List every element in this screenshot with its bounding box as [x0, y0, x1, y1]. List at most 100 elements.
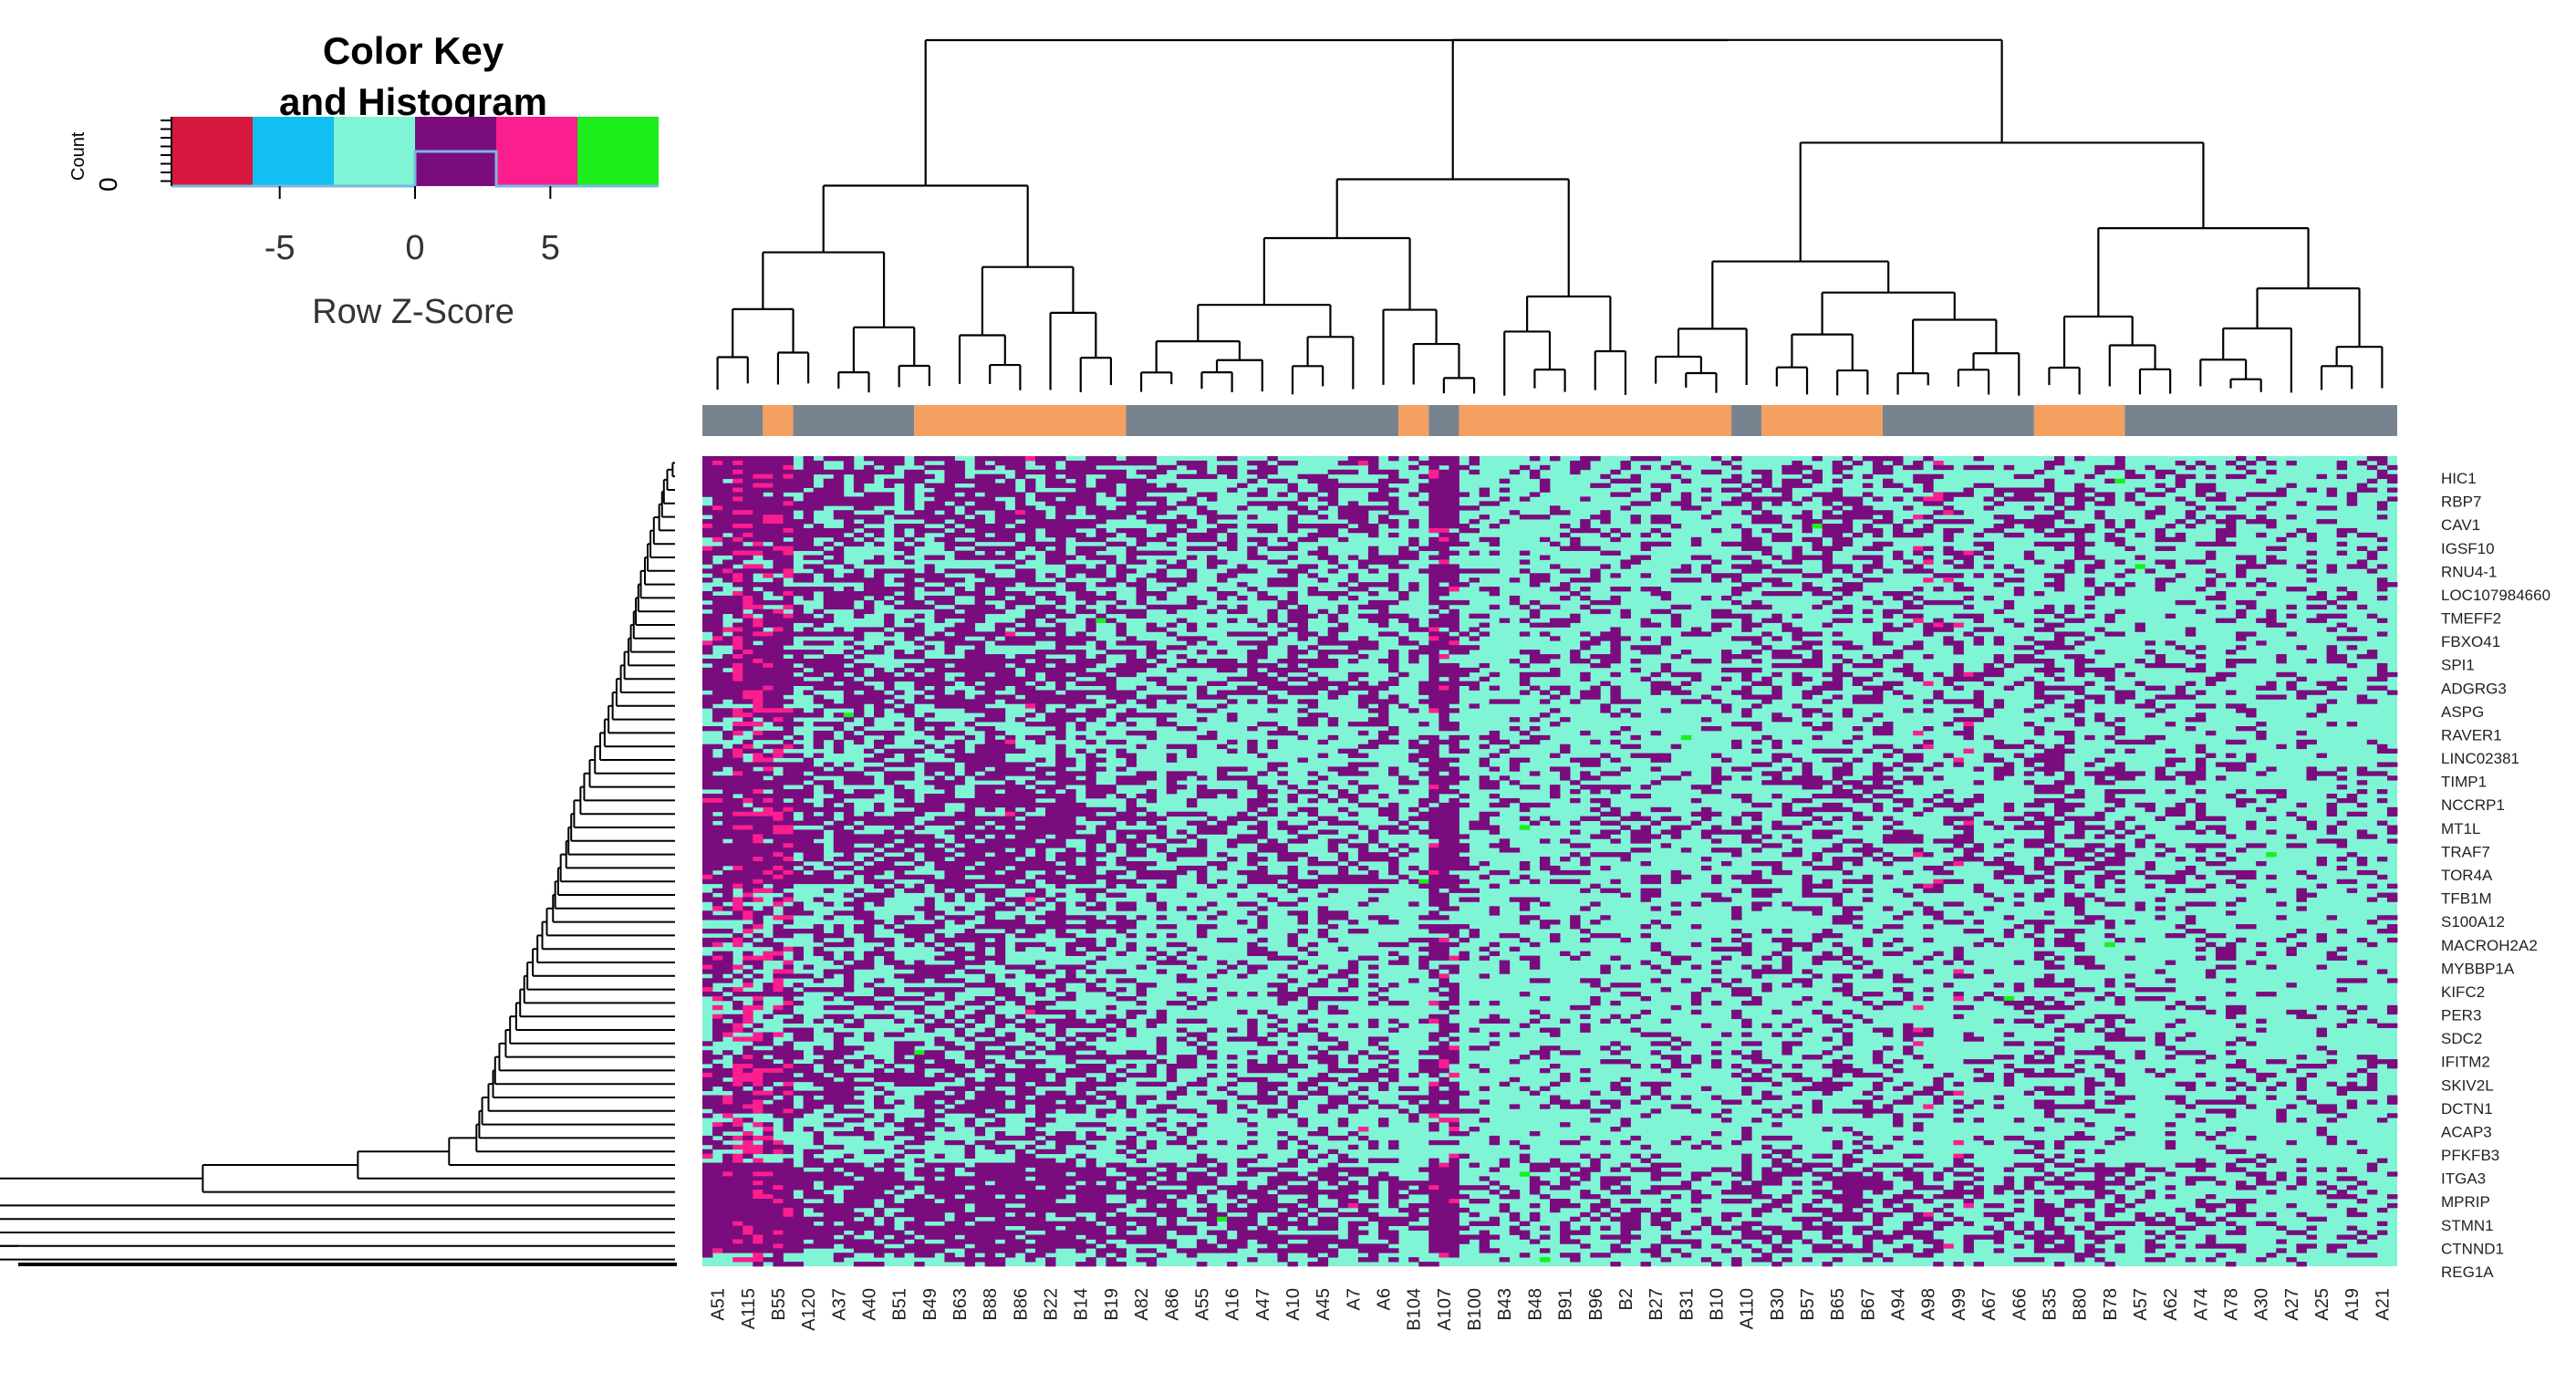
heatmap-cell	[1287, 1234, 1298, 1240]
heatmap-cell	[1196, 865, 1208, 885]
heatmap-cell	[1317, 505, 1329, 511]
heatmap-cell	[1771, 861, 1782, 876]
heatmap-cell	[934, 794, 945, 813]
heatmap-cell	[924, 897, 935, 920]
heatmap-cell	[1116, 1262, 1127, 1267]
heatmap-cell	[954, 622, 965, 646]
heatmap-cell	[1751, 739, 1762, 745]
heatmap-cell	[1560, 582, 1571, 592]
heatmap-cell	[1489, 550, 1501, 556]
heatmap-cell	[763, 1139, 774, 1155]
heatmap-cell	[732, 555, 743, 565]
heatmap-cell	[1357, 613, 1369, 619]
heatmap-cell	[773, 608, 784, 615]
heatmap-cell	[1065, 879, 1076, 885]
heatmap-cell	[1004, 667, 1016, 686]
heatmap-cell	[1610, 888, 1621, 893]
heatmap-cell	[1822, 748, 1833, 754]
heatmap-cell	[1731, 794, 1742, 799]
heatmap-cell	[1640, 501, 1651, 506]
heatmap-cell	[1307, 1225, 1319, 1231]
heatmap-cell	[1277, 1171, 1288, 1186]
heatmap-cell	[1347, 978, 1359, 988]
heatmap-cell	[1439, 1253, 1449, 1258]
heatmap-cell	[1680, 492, 1692, 511]
heatmap-cell	[1610, 550, 1621, 556]
heatmap-cell	[1055, 865, 1066, 871]
heatmap-cell	[1710, 789, 1722, 795]
heatmap-cell	[1509, 1032, 1521, 1037]
heatmap-cell	[1257, 1153, 1268, 1159]
heatmap-cell	[1771, 577, 1782, 588]
heatmap-cell	[934, 1225, 945, 1240]
heatmap-cell	[874, 527, 885, 538]
heatmap-cell	[1700, 1086, 1712, 1091]
heatmap-cell	[1116, 622, 1127, 637]
heatmap-cell	[1650, 806, 1662, 813]
heatmap-cell	[1570, 460, 1581, 475]
heatmap-cell	[1096, 1122, 1106, 1128]
heatmap-cell	[1096, 1248, 1106, 1258]
heatmap-cell	[1428, 1045, 1439, 1055]
heatmap-cell	[1600, 1234, 1611, 1240]
heatmap-cell	[1004, 564, 1016, 569]
heatmap-cell	[1217, 789, 1228, 795]
heatmap-cell	[1136, 456, 1148, 466]
heatmap-cell	[1116, 1176, 1127, 1181]
heatmap-cell	[1146, 536, 1158, 543]
heatmap-cell	[964, 797, 976, 835]
heatmap-cell	[1065, 757, 1076, 767]
heatmap-cell	[1459, 1108, 1470, 1114]
heatmap-cell	[1560, 838, 1571, 844]
heatmap-cell	[1116, 901, 1127, 911]
heatmap-cell	[823, 722, 835, 727]
heatmap-cell	[1307, 1144, 1319, 1150]
heatmap-cell	[1166, 483, 1178, 493]
heatmap-cell	[1136, 515, 1148, 520]
heatmap-cell	[1428, 789, 1439, 804]
heatmap-cell	[894, 834, 905, 839]
heatmap-cell	[1227, 487, 1238, 493]
heatmap-cell	[1146, 1081, 1158, 1087]
heatmap-cell	[1267, 1176, 1278, 1191]
heatmap-cell	[1519, 785, 1531, 790]
heatmap-cell	[843, 964, 855, 993]
heatmap-cell	[1126, 829, 1137, 835]
heatmap-cell	[783, 1262, 794, 1267]
heatmap-cell	[712, 794, 723, 799]
heatmap-cell	[1014, 964, 1026, 970]
heatmap-cell	[1176, 1000, 1188, 1006]
heatmap-cell	[1257, 460, 1268, 480]
heatmap-cell	[1761, 888, 1772, 898]
heatmap-cell	[753, 1234, 763, 1244]
heatmap-cell	[1580, 1135, 1591, 1141]
heatmap-cell	[1640, 618, 1651, 628]
heatmap-cell	[1670, 1139, 1682, 1146]
heatmap-cell	[1439, 1090, 1449, 1100]
heatmap-cell	[743, 555, 753, 560]
heatmap-cell	[803, 492, 815, 525]
heatmap-cell	[924, 941, 935, 948]
heatmap-cell	[1670, 825, 1682, 839]
heatmap-cell	[1085, 456, 1096, 475]
heatmap-cell	[1075, 1153, 1086, 1159]
heatmap-cell	[954, 1176, 965, 1195]
heatmap-cell	[1217, 464, 1228, 475]
heatmap-cell	[743, 1131, 753, 1137]
heatmap-cell	[1570, 568, 1581, 574]
heatmap-cell	[1317, 1257, 1329, 1267]
heatmap-cell	[1116, 608, 1127, 615]
heatmap-cell	[944, 532, 955, 551]
heatmap-cell	[1337, 1153, 1349, 1163]
heatmap-cell	[1024, 924, 1036, 939]
heatmap-cell	[1580, 1243, 1591, 1249]
heatmap-cell	[1297, 987, 1308, 997]
heatmap-cell	[1196, 1216, 1208, 1222]
heatmap-cell	[843, 996, 855, 1002]
heatmap-cell	[1156, 532, 1168, 543]
heatmap-cell	[1479, 1099, 1491, 1105]
heatmap-cell	[1257, 1248, 1268, 1253]
heatmap-cell	[994, 555, 1006, 560]
heatmap-cell	[833, 1004, 845, 1011]
heatmap-cell	[954, 1139, 965, 1146]
